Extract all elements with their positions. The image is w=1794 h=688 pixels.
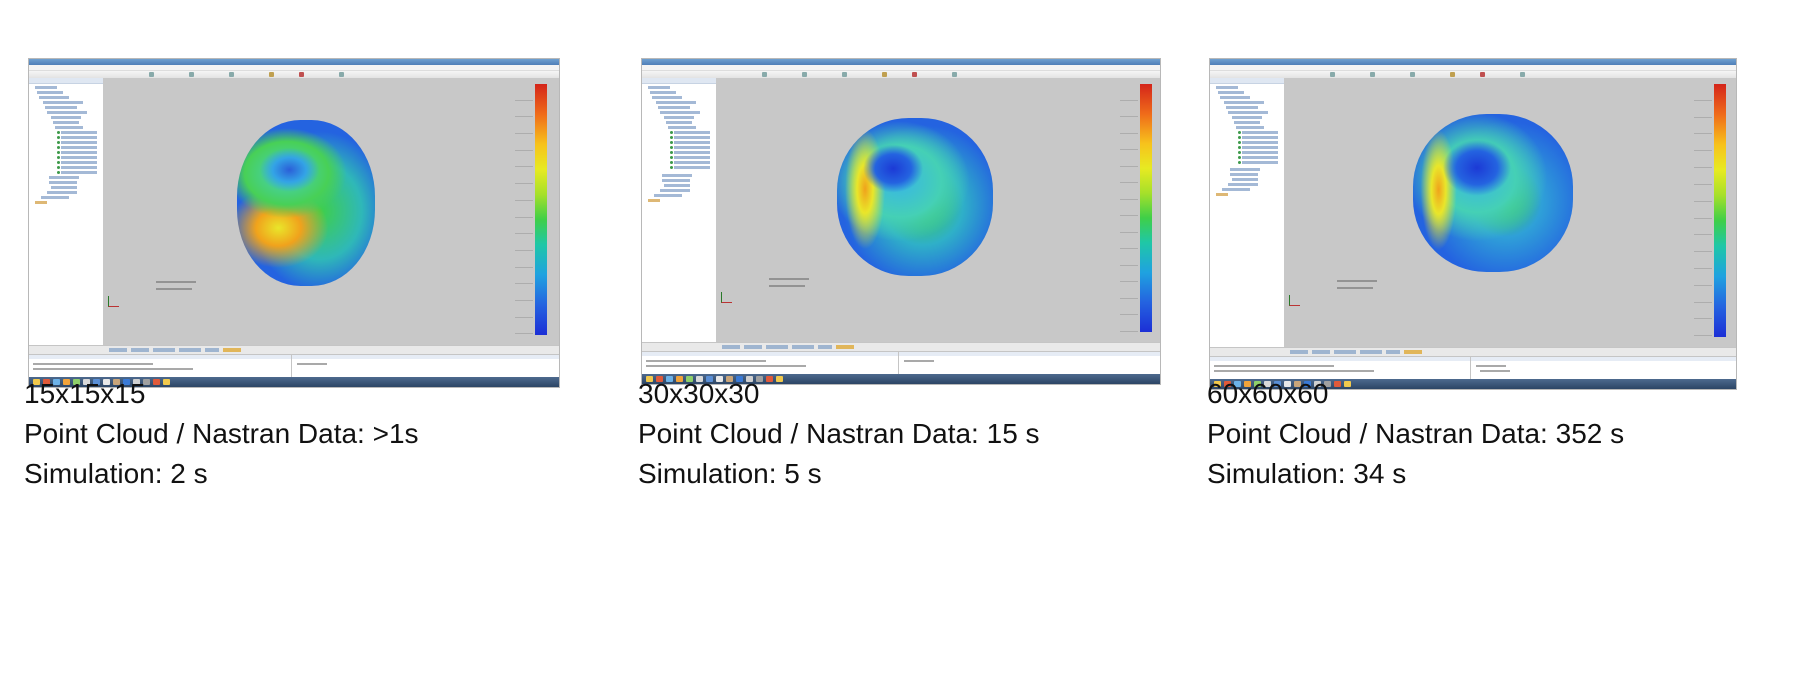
screenshot-60x60x60: [1209, 58, 1737, 390]
simulation-time: Simulation: 5 s: [638, 458, 822, 489]
stress-contour-model: [837, 118, 993, 276]
panel-30x30x30: 30x30x30 Point Cloud / Nastran Data: 15 …: [638, 58, 1161, 489]
point-cloud-time: Point Cloud / Nastran Data: >1s: [24, 418, 419, 449]
message-window: [1210, 356, 1736, 379]
caption: 60x60x60 Point Cloud / Nastran Data: 352…: [1207, 374, 1624, 494]
screenshot-15x15x15: [28, 58, 560, 388]
color-legend-bar: [535, 84, 547, 335]
simulation-time: Simulation: 2 s: [24, 458, 208, 489]
grid-size-label: 15x15x15: [24, 378, 146, 409]
view-tabs[interactable]: [642, 342, 1160, 351]
view-annotation: [1337, 280, 1377, 282]
3d-viewport[interactable]: [104, 78, 559, 351]
screenshot-30x30x30: [641, 58, 1161, 385]
simulation-time: Simulation: 34 s: [1207, 458, 1407, 489]
model-tree[interactable]: [29, 78, 104, 345]
message-window: [642, 351, 1160, 374]
panel-15x15x15: 15x15x15 Point Cloud / Nastran Data: >1s…: [24, 58, 560, 489]
model-tree[interactable]: [642, 78, 717, 342]
window-titlebar: [642, 59, 1160, 65]
view-annotation: [156, 288, 192, 290]
os-taskbar[interactable]: [642, 374, 1160, 384]
os-taskbar[interactable]: [29, 377, 559, 387]
color-legend-bar: [1714, 84, 1726, 337]
os-taskbar[interactable]: [1210, 379, 1736, 389]
menu-bar[interactable]: [29, 65, 559, 71]
axis-triad-icon: [1289, 295, 1300, 306]
menu-bar[interactable]: [642, 65, 1160, 71]
point-cloud-time: Point Cloud / Nastran Data: 352 s: [1207, 418, 1625, 449]
message-window: [29, 354, 559, 377]
caption: 30x30x30 Point Cloud / Nastran Data: 15 …: [638, 374, 1040, 494]
grid-size-label: 30x30x30: [638, 378, 760, 409]
3d-viewport[interactable]: [717, 78, 1160, 348]
menu-bar[interactable]: [1210, 65, 1736, 71]
3d-viewport[interactable]: [1285, 78, 1736, 353]
view-annotation: [156, 281, 196, 283]
legend-ticks: [1694, 84, 1712, 353]
window-titlebar: [1210, 59, 1736, 65]
legend-ticks: [1120, 84, 1138, 348]
caption: 15x15x15 Point Cloud / Nastran Data: >1s…: [24, 374, 419, 494]
color-legend-bar: [1140, 84, 1152, 332]
legend-ticks: [515, 84, 533, 351]
grid-size-label: 60x60x60: [1207, 378, 1329, 409]
view-annotation: [769, 278, 809, 280]
point-cloud-time: Point Cloud / Nastran Data: 15 s: [638, 418, 1040, 449]
axis-triad-icon: [721, 292, 732, 303]
view-annotation: [1337, 287, 1373, 289]
stress-contour-model: [237, 120, 375, 286]
stress-contour-model: [1413, 114, 1573, 272]
view-tabs[interactable]: [29, 345, 559, 354]
window-titlebar: [29, 59, 559, 65]
view-annotation: [769, 285, 805, 287]
panel-60x60x60: 60x60x60 Point Cloud / Nastran Data: 352…: [1207, 58, 1737, 489]
axis-triad-icon: [108, 296, 119, 307]
model-tree[interactable]: [1210, 78, 1285, 347]
view-tabs[interactable]: [1210, 347, 1736, 356]
